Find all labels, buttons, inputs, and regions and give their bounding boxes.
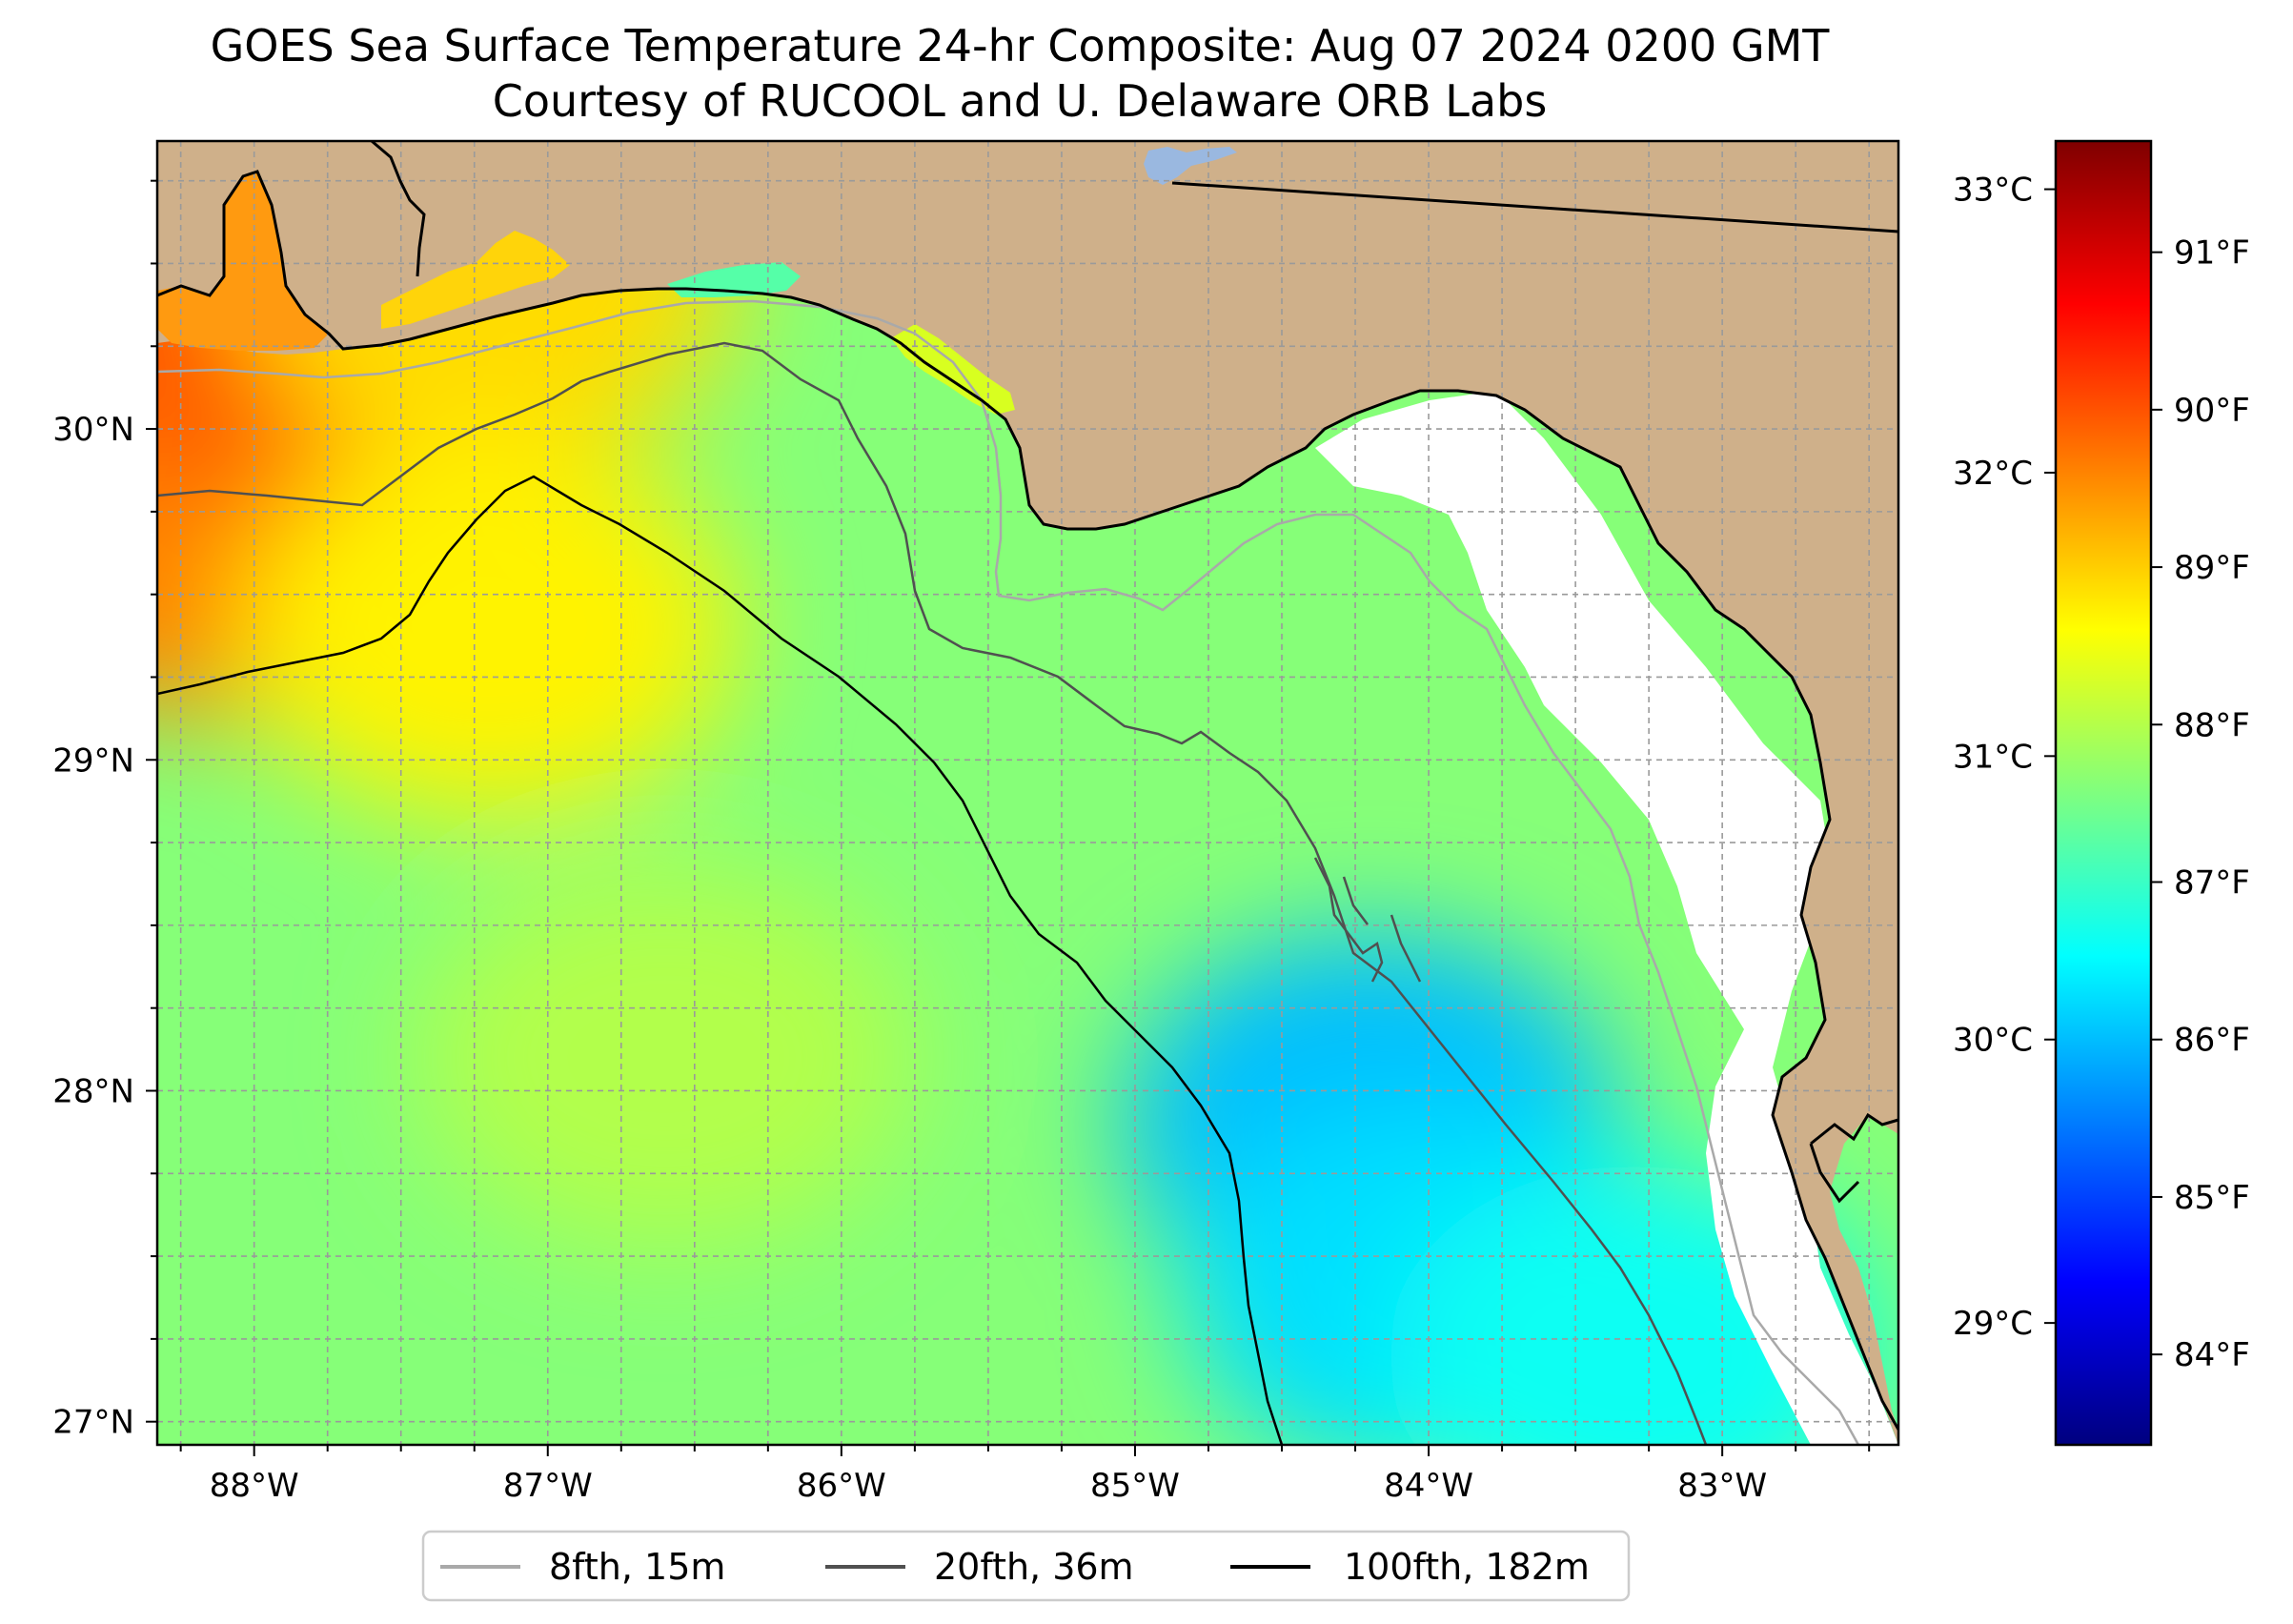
sst-warm-plume [241, 436, 738, 819]
chart-title: GOES Sea Surface Temperature 24-hr Compo… [211, 20, 1831, 71]
colorbar-fahrenheit-axis: 84°F 85°F 86°F 87°F 88°F 89°F 90°F 91°F [2151, 234, 2250, 1374]
isobath-20fth-islands [1313, 857, 1422, 983]
fahrenheit-tick-label: 88°F [2174, 706, 2250, 744]
lon-tick-label: 85°W [1090, 1467, 1180, 1505]
fahrenheit-tick-label: 89°F [2174, 549, 2250, 587]
lon-tick-label: 88°W [210, 1467, 299, 1505]
state-boundary [371, 141, 1898, 277]
no-data-zone [1315, 391, 1898, 1445]
isobath-8fth [157, 299, 1860, 1445]
legend-label-100fth: 100fth, 182m [1344, 1546, 1590, 1588]
latitude-axis: 27°N 28°N 29°N 30°N [52, 179, 157, 1442]
lat-tick-label: 28°N [52, 1072, 134, 1110]
fahrenheit-tick-label: 86°F [2174, 1022, 2250, 1060]
lat-tick-label: 29°N [52, 741, 134, 780]
gridlines [157, 141, 1898, 1445]
fahrenheit-tick-label: 87°F [2174, 864, 2250, 903]
lon-tick-label: 86°W [797, 1467, 886, 1505]
legend-box [421, 1530, 1631, 1602]
celsius-tick-label: 30°C [1953, 1022, 2033, 1060]
coastline [157, 170, 1898, 1431]
celsius-tick-label: 32°C [1953, 455, 2033, 493]
legend-label-20fth: 20fth, 36m [934, 1546, 1134, 1588]
lon-tick-label: 87°W [503, 1467, 593, 1505]
map-frame [155, 139, 1900, 1447]
tampa-bay-coast [1809, 1112, 1898, 1204]
st-andrew-bay [891, 324, 1015, 415]
celsius-tick-label: 33°C [1953, 172, 2033, 210]
colorbar-celsius-axis: 29°C 30°C 31°C 32°C 33°C [1953, 172, 2056, 1343]
isobath-20fth [157, 341, 1708, 1445]
fahrenheit-tick-label: 84°F [2174, 1336, 2250, 1374]
fahrenheit-tick-label: 90°F [2174, 392, 2250, 430]
lat-tick-label: 27°N [52, 1404, 134, 1442]
celsius-tick-label: 29°C [1953, 1305, 2033, 1343]
longitude-axis: 88°W 87°W 86°W 85°W 84°W 83°W [179, 1445, 1871, 1505]
inland-water [1144, 147, 1237, 185]
isobath-100fth [157, 475, 1284, 1445]
fahrenheit-tick-label: 85°F [2174, 1179, 2250, 1217]
lon-tick-label: 83°W [1677, 1467, 1767, 1505]
land [157, 141, 1898, 1445]
celsius-tick-label: 31°C [1953, 738, 2033, 776]
lon-tick-label: 84°W [1384, 1467, 1473, 1505]
map-area [157, 141, 1898, 1445]
chart-subtitle: Courtesy of RUCOOL and U. Delaware ORB L… [493, 75, 1548, 127]
pensacola-bay [381, 231, 570, 329]
mobile-bay [157, 172, 329, 351]
legend-label-8fth: 8fth, 15m [549, 1546, 725, 1588]
colorbar [2054, 139, 2153, 1447]
fahrenheit-tick-label: 91°F [2174, 234, 2250, 273]
sst-warm-central [417, 866, 914, 1248]
lat-tick-label: 30°N [52, 411, 134, 449]
legend: 8fth, 15m 20fth, 36m 100fth, 182m [421, 1530, 1631, 1602]
